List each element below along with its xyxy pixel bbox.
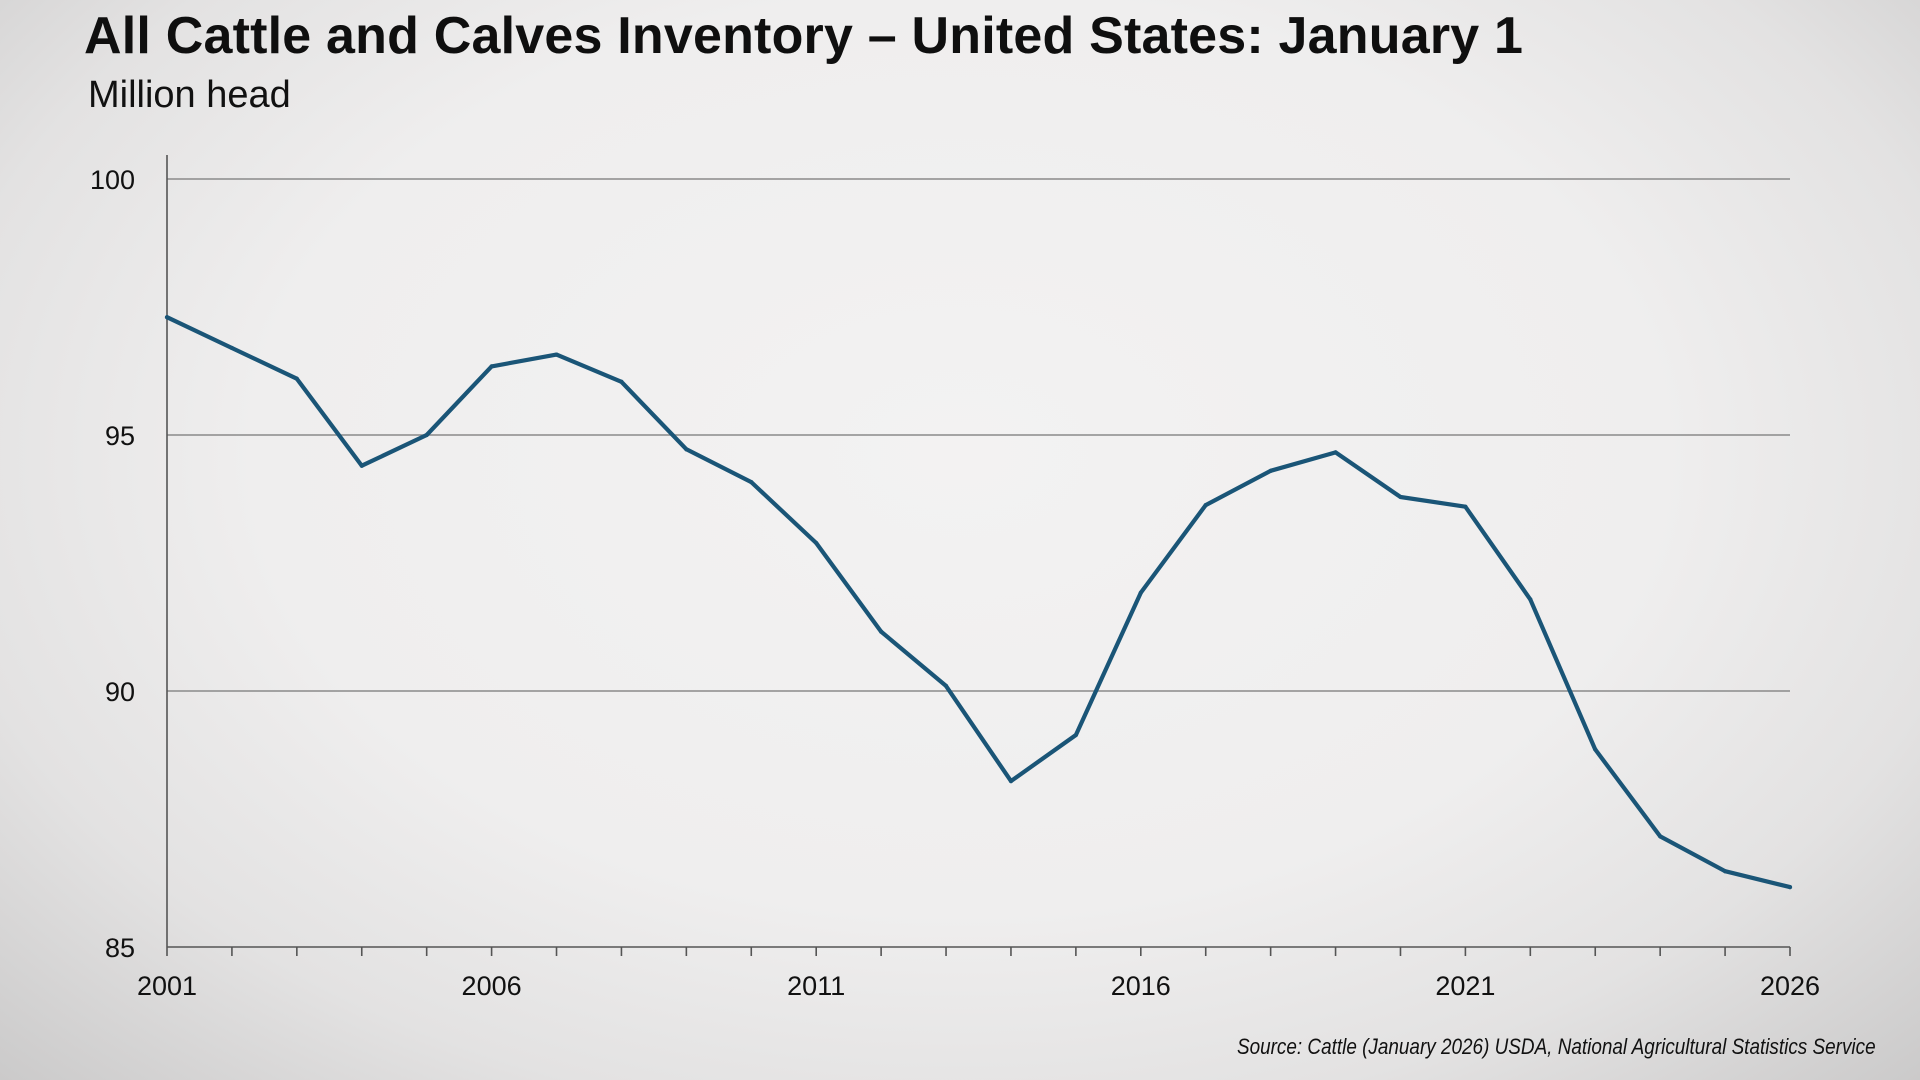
data-point-2003 — [294, 376, 299, 381]
tick-labels: 85 90 95 100 2001 2006 2011 2016 2021 2026 — [90, 165, 1820, 1001]
chart-title: All Cattle and Calves Inventory – United… — [84, 7, 1524, 65]
data-point-2024 — [1658, 834, 1663, 839]
data-point-2021 — [1463, 504, 1468, 509]
data-point-2022 — [1528, 597, 1533, 602]
data-point-2005 — [424, 432, 429, 438]
y-tick-label: 95 — [105, 421, 135, 451]
series-line-0 — [164, 315, 1793, 890]
data-point-2007 — [554, 352, 559, 357]
y-tick-label: 90 — [105, 677, 135, 707]
data-point-2014 — [1008, 779, 1014, 784]
chart-subtitle: Million head — [88, 74, 291, 116]
data-point-2004 — [359, 463, 364, 468]
data-point-2015 — [1073, 732, 1078, 738]
gridlines — [167, 178, 1790, 692]
data-point-2001 — [164, 315, 170, 320]
data-point-2011 — [814, 540, 819, 546]
data-point-2023 — [1593, 747, 1598, 752]
data-point-2018 — [1268, 468, 1273, 473]
data-point-2025 — [1722, 869, 1728, 874]
data-point-2017 — [1203, 503, 1208, 508]
x-tick-label: 2016 — [1111, 971, 1171, 1001]
data-series — [164, 315, 1793, 890]
data-point-2013 — [943, 683, 949, 688]
data-point-2020 — [1398, 494, 1403, 500]
y-tick-label: 85 — [105, 933, 135, 963]
data-point-2026 — [1787, 884, 1793, 890]
x-tick-label: 2026 — [1760, 971, 1820, 1001]
x-tick-label: 2001 — [137, 971, 197, 1001]
data-point-2009 — [684, 447, 689, 452]
y-tick-label: 100 — [90, 165, 135, 195]
data-point-2012 — [879, 629, 884, 634]
source-note: Source: Cattle (January 2026) USDA, Nati… — [1237, 1034, 1876, 1059]
data-point-2016 — [1138, 590, 1143, 595]
x-tick-label: 2011 — [787, 971, 845, 1001]
data-point-2010 — [749, 480, 754, 485]
data-point-2002 — [229, 345, 235, 351]
data-point-2019 — [1333, 450, 1338, 455]
data-point-2006 — [489, 364, 494, 369]
x-tick-label: 2006 — [462, 971, 522, 1001]
x-tick-label: 2021 — [1435, 971, 1495, 1001]
axes — [166, 155, 1791, 956]
data-point-2008 — [619, 379, 624, 384]
